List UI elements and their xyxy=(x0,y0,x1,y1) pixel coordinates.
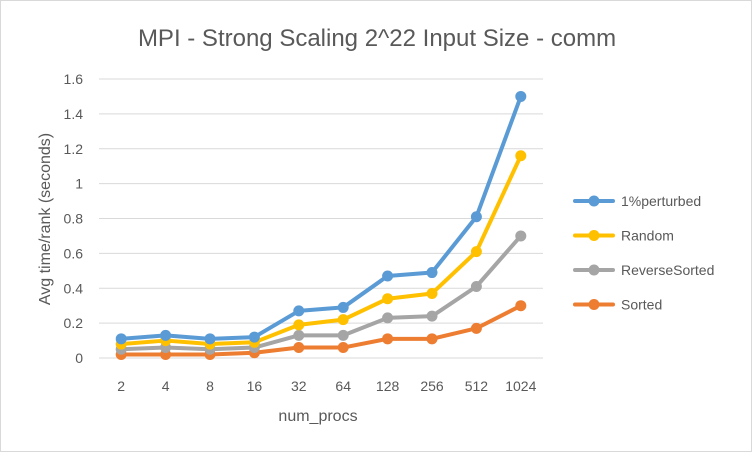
chart-title: MPI - Strong Scaling 2^22 Input Size - c… xyxy=(138,25,616,52)
x-tick-label: 64 xyxy=(335,378,351,394)
data-point xyxy=(470,246,482,258)
x-tick-label: 4 xyxy=(162,378,170,394)
legend-item: ReverseSorted xyxy=(573,262,714,278)
series-random xyxy=(115,150,527,350)
data-point xyxy=(337,301,349,313)
x-tick-label: 2 xyxy=(117,378,125,394)
data-point xyxy=(470,322,482,334)
y-tick-label: 0.2 xyxy=(64,315,84,331)
series-line xyxy=(119,153,523,347)
gridlines xyxy=(99,78,543,359)
legend-swatch-marker xyxy=(588,299,600,310)
data-point xyxy=(515,90,527,102)
y-tick-label: 0.8 xyxy=(64,211,84,227)
series-line xyxy=(119,303,523,357)
data-point xyxy=(293,305,305,317)
legend-item: Random xyxy=(573,228,674,244)
data-point xyxy=(515,300,527,312)
legend-label: Random xyxy=(621,228,674,244)
y-axis-ticks: 0 0.2 0.4 0.6 0.8 1 1.2 1.4 1.6 xyxy=(64,71,84,366)
legend-swatch-marker xyxy=(588,230,600,241)
legend: 1%perturbed Random ReverseSorted Sorted xyxy=(573,193,714,313)
x-tick-label: 16 xyxy=(247,378,263,394)
data-point xyxy=(382,270,394,282)
data-point xyxy=(293,342,305,354)
data-point xyxy=(382,293,394,305)
data-point xyxy=(115,333,127,345)
x-tick-label: 128 xyxy=(376,378,400,394)
data-point xyxy=(470,211,482,223)
legend-label: 1%perturbed xyxy=(621,193,701,209)
data-point xyxy=(337,342,349,354)
legend-item: Sorted xyxy=(573,297,662,313)
series-line xyxy=(119,94,523,341)
data-point xyxy=(382,333,394,345)
legend-label: Sorted xyxy=(621,297,662,313)
legend-label: ReverseSorted xyxy=(621,262,714,278)
y-tick-label: 1.2 xyxy=(64,141,84,157)
x-tick-label: 32 xyxy=(291,378,307,394)
data-point xyxy=(248,331,260,343)
y-tick-label: 0.6 xyxy=(64,245,84,261)
data-point xyxy=(515,150,527,162)
y-tick-label: 0 xyxy=(75,350,83,366)
data-point xyxy=(293,329,305,341)
x-axis-ticks: 2 4 8 16 32 64 128 256 512 1024 xyxy=(117,378,536,394)
legend-swatch-marker xyxy=(588,195,600,207)
data-point xyxy=(426,287,438,299)
x-tick-label: 256 xyxy=(420,378,444,394)
x-axis-title: num_procs xyxy=(278,408,357,425)
y-tick-label: 1.6 xyxy=(64,71,84,87)
x-tick-label: 512 xyxy=(465,378,489,394)
y-tick-label: 0.4 xyxy=(64,280,84,296)
data-point xyxy=(515,230,527,242)
y-tick-label: 1 xyxy=(75,176,83,192)
data-point xyxy=(160,329,172,341)
legend-item: 1%perturbed xyxy=(573,193,701,209)
data-point xyxy=(337,314,349,326)
data-point xyxy=(337,329,349,341)
data-point xyxy=(426,267,438,279)
x-tick-label: 8 xyxy=(206,378,214,394)
data-point xyxy=(293,319,305,331)
data-point xyxy=(470,281,482,293)
y-tick-label: 1.4 xyxy=(64,106,84,122)
data-point xyxy=(204,333,216,345)
data-point xyxy=(426,310,438,322)
series-layer xyxy=(115,90,527,361)
y-axis-title: Avg time/rank (seconds) xyxy=(37,133,54,305)
data-point xyxy=(382,312,394,324)
legend-swatch-marker xyxy=(588,264,600,276)
data-point xyxy=(426,333,438,345)
series-1-perturbed xyxy=(115,90,527,345)
series-line xyxy=(119,233,523,352)
x-tick-label: 1024 xyxy=(505,378,536,394)
